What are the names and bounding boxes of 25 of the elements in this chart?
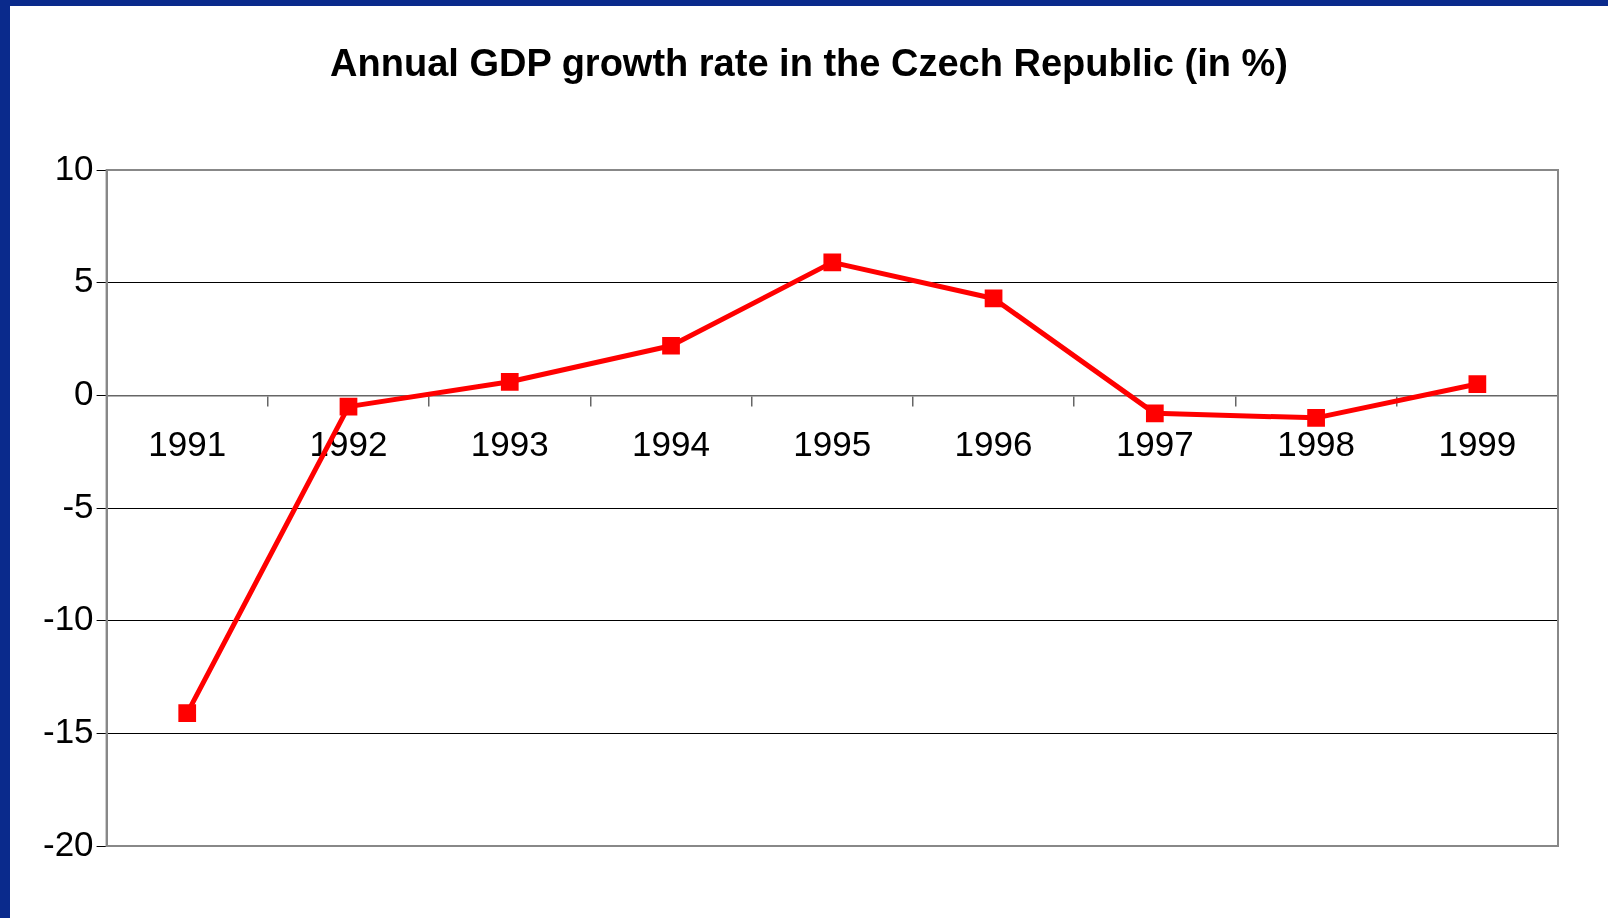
x-tick-label: 1996 xyxy=(954,423,1033,463)
x-tick-label: 1994 xyxy=(632,423,710,463)
y-tick-label: 10 xyxy=(54,147,94,187)
x-tick-label: 1998 xyxy=(1277,423,1356,463)
y-tick-label: 0 xyxy=(74,372,94,412)
point xyxy=(662,336,680,355)
point xyxy=(178,704,197,722)
point xyxy=(500,372,519,391)
point xyxy=(1468,375,1487,393)
x-tick-label: 1991 xyxy=(148,423,227,463)
point xyxy=(1307,409,1325,427)
y-tick-label: -15 xyxy=(42,710,94,750)
x-tick-label: 1993 xyxy=(470,423,549,463)
x-tick-label: 1995 xyxy=(793,423,872,463)
point xyxy=(984,289,1003,308)
x-tick-label: 1997 xyxy=(1115,423,1194,463)
point xyxy=(339,397,358,416)
point xyxy=(823,253,842,272)
y-tick-label: -10 xyxy=(42,598,94,638)
point xyxy=(1145,404,1164,423)
y-tick-label: -20 xyxy=(42,823,94,863)
y-tick-label: -5 xyxy=(62,485,94,525)
y-tick-label: 5 xyxy=(74,260,94,300)
chart-title: Annual GDP growth rate in the Czech Republic (in %) xyxy=(329,42,1289,85)
x-tick-label: 1999 xyxy=(1438,423,1517,463)
